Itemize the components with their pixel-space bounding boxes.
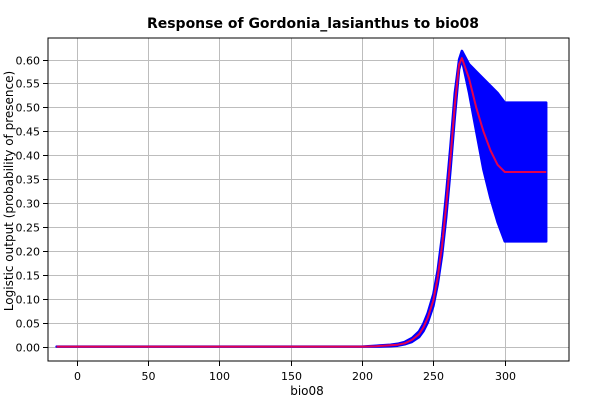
x-tick-label: 50 — [142, 370, 156, 383]
y-tick-label: 0.35 — [16, 174, 41, 187]
x-axis-label: bio08 — [290, 384, 324, 398]
y-tick-label: 0.55 — [16, 78, 41, 91]
x-tick-label: 0 — [74, 370, 81, 383]
tick-layer: 0 50 100 150 200 250 300 0.00 0.05 0.10 0.15 0.20 0.… — [16, 55, 517, 384]
y-axis-label: Logistic output (probability of presence… — [2, 71, 16, 311]
y-tick-label: 0.20 — [16, 246, 41, 259]
chart-title: Response of Gordonia_lasianthus to bio08 — [147, 16, 479, 32]
x-tick-label: 150 — [281, 370, 302, 383]
y-tick-label: 0.40 — [16, 150, 41, 163]
y-tick-label: 0.05 — [16, 318, 41, 331]
line-layer — [56, 57, 547, 348]
y-tick-label: 0.60 — [16, 55, 41, 68]
y-tick-label: 0.15 — [16, 270, 41, 283]
x-tick-label: 300 — [495, 370, 516, 383]
plot-frame — [47, 37, 570, 362]
y-tick-label: 0.00 — [16, 342, 41, 355]
y-tick-label: 0.10 — [16, 294, 41, 307]
y-tick-label: 0.25 — [16, 222, 41, 235]
x-tick-label: 100 — [209, 370, 230, 383]
mean-response-line — [56, 57, 547, 348]
x-tick-label: 200 — [352, 370, 373, 383]
y-tick-label: 0.45 — [16, 126, 41, 139]
y-tick-label: 0.30 — [16, 198, 41, 211]
x-tick-label: 250 — [423, 370, 444, 383]
y-tick-label: 0.50 — [16, 102, 41, 115]
